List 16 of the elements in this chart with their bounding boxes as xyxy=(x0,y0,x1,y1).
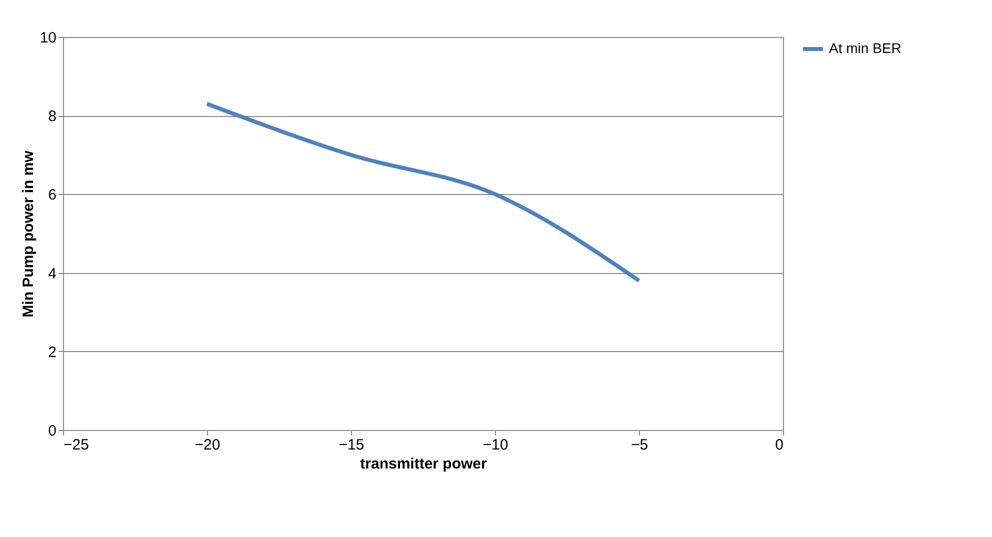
x-axis-title: transmitter power xyxy=(360,456,488,472)
x-tick-label: −15 xyxy=(338,436,364,454)
y-tick-label: 8 xyxy=(48,108,56,126)
y-tick-label: 0 xyxy=(48,422,56,440)
line-series xyxy=(205,102,641,283)
y-tick-label: 4 xyxy=(48,265,56,282)
x-tick-label: −5 xyxy=(630,436,648,454)
y-tick-label: 2 xyxy=(48,344,56,361)
x-tick-label: −25 xyxy=(64,436,89,454)
legend-label: At min BER xyxy=(829,40,902,56)
y-tick-label: 6 xyxy=(48,186,56,204)
x-tick-label: 0 xyxy=(775,436,784,454)
x-tick-label: −20 xyxy=(194,436,220,454)
y-tick-label: 10 xyxy=(40,30,56,46)
x-tick-label: −10 xyxy=(482,436,508,454)
y-axis-title: Min Pump power in mw xyxy=(20,150,37,318)
